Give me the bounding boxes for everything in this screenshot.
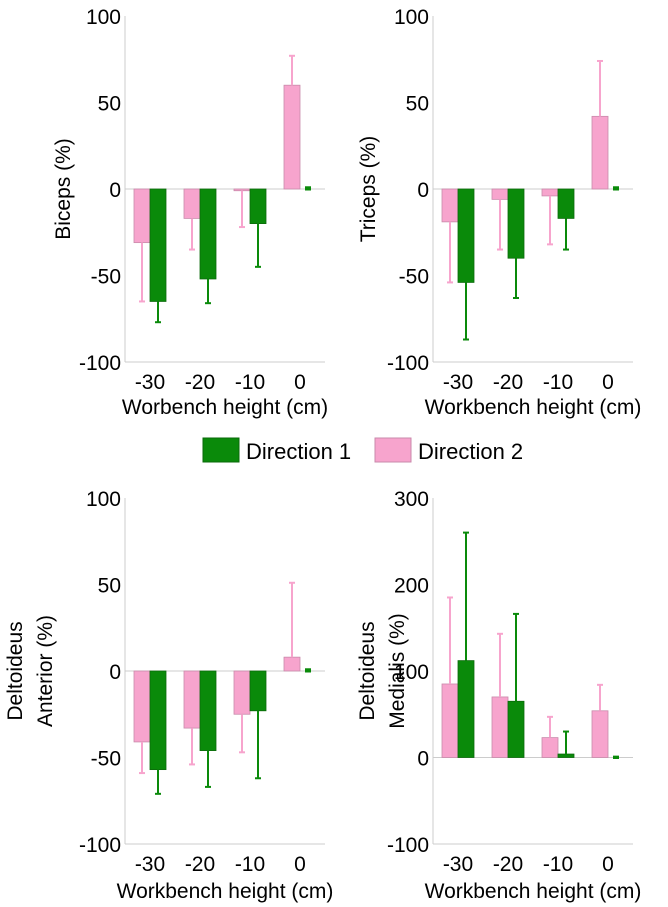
bar-direction-2--30 bbox=[133, 188, 151, 244]
x-tick-label: 0 bbox=[602, 371, 614, 394]
bar-direction-2--30 bbox=[441, 683, 459, 758]
bar-direction-1--20 bbox=[199, 670, 217, 751]
legend-swatch-direction-2 bbox=[374, 437, 412, 463]
y-tick-label: 50 bbox=[406, 93, 429, 116]
bar-direction-2--10 bbox=[233, 670, 251, 715]
y-tick-label: 0 bbox=[417, 748, 429, 771]
y-tick-label: -50 bbox=[399, 266, 429, 289]
bar-direction-2--10 bbox=[541, 737, 559, 758]
x-tick-label: -20 bbox=[185, 371, 215, 394]
y-axis-label-line-2: Medialis (%) bbox=[386, 613, 409, 729]
y-axis-label-line-2: Anterior (%) bbox=[34, 615, 57, 727]
x-tick-label: -30 bbox=[443, 371, 473, 394]
y-tick-label: 0 bbox=[109, 179, 121, 202]
y-tick-label: 100 bbox=[86, 488, 121, 511]
y-tick-label: -50 bbox=[91, 748, 121, 771]
bar-direction-2-0 bbox=[283, 656, 301, 672]
bar-direction-2--20 bbox=[183, 188, 201, 219]
x-axis-label: Workbench height (cm) bbox=[117, 880, 334, 903]
x-tick-label: 0 bbox=[294, 853, 306, 876]
x-tick-label: 0 bbox=[602, 853, 614, 876]
y-axis-label-line-1: Deltoideus bbox=[356, 621, 379, 720]
bar-direction-2--10 bbox=[233, 188, 251, 192]
x-axis-label: Workbench height (cm) bbox=[425, 396, 642, 419]
y-tick-label: 300 bbox=[394, 488, 429, 511]
bar-direction-1--10 bbox=[249, 670, 267, 712]
bar-direction-1--20 bbox=[507, 188, 525, 259]
y-tick-label: -100 bbox=[387, 834, 429, 857]
legend: Direction 1 Direction 2 bbox=[202, 437, 523, 464]
x-tick-label: -30 bbox=[135, 853, 165, 876]
bar-direction-2--20 bbox=[491, 696, 509, 758]
bar-direction-2-0 bbox=[283, 84, 301, 190]
x-axis-label: Workbench height (cm) bbox=[425, 880, 642, 903]
y-tick-label: -100 bbox=[79, 834, 121, 857]
y-tick-label: 100 bbox=[86, 6, 121, 29]
legend-label-direction-2: Direction 2 bbox=[418, 439, 523, 464]
y-tick-label: 50 bbox=[98, 575, 121, 598]
y-axis-label-line-1: Deltoideus bbox=[4, 621, 27, 720]
y-tick-label: 100 bbox=[394, 661, 429, 684]
bar-direction-1--20 bbox=[507, 700, 525, 758]
y-tick-label: 200 bbox=[394, 575, 429, 598]
x-tick-label: -30 bbox=[443, 853, 473, 876]
y-tick-label: 100 bbox=[394, 6, 429, 29]
bar-direction-2--10 bbox=[541, 188, 559, 197]
bar-direction-1--30 bbox=[149, 670, 167, 771]
bar-direction-1--10 bbox=[249, 188, 267, 224]
y-tick-label: -100 bbox=[387, 352, 429, 375]
y-tick-label: 0 bbox=[109, 661, 121, 684]
bar-direction-2--30 bbox=[133, 670, 151, 743]
x-tick-label: -10 bbox=[543, 371, 573, 394]
y-axis-label: Biceps (%) bbox=[52, 138, 75, 240]
x-axis-label: Worbench height (cm) bbox=[122, 396, 328, 419]
bar-direction-1--20 bbox=[199, 188, 217, 280]
x-tick-label: -20 bbox=[493, 371, 523, 394]
bar-direction-1--30 bbox=[457, 660, 475, 758]
legend-label-direction-1: Direction 1 bbox=[246, 439, 351, 464]
y-tick-label: -100 bbox=[79, 352, 121, 375]
x-tick-label: -10 bbox=[235, 853, 265, 876]
bar-direction-1--30 bbox=[149, 188, 167, 302]
y-tick-label: 50 bbox=[98, 93, 121, 116]
y-tick-label: 0 bbox=[417, 179, 429, 202]
bar-direction-2-0 bbox=[591, 710, 609, 758]
bar-direction-1--30 bbox=[457, 188, 475, 283]
bar-direction-2--30 bbox=[441, 188, 459, 223]
y-tick-label: -50 bbox=[91, 266, 121, 289]
x-tick-label: -10 bbox=[235, 371, 265, 394]
x-tick-label: -10 bbox=[543, 853, 573, 876]
y-axis-label: Triceps (%) bbox=[357, 136, 380, 243]
x-tick-label: -30 bbox=[135, 371, 165, 394]
x-tick-label: -20 bbox=[493, 853, 523, 876]
bar-direction-2-0 bbox=[591, 115, 609, 190]
legend-swatch-direction-1 bbox=[202, 437, 240, 463]
bar-direction-2--20 bbox=[491, 188, 509, 200]
x-tick-label: -20 bbox=[185, 853, 215, 876]
bar-direction-2--20 bbox=[183, 670, 201, 729]
bar-direction-1--10 bbox=[557, 188, 575, 219]
x-tick-label: 0 bbox=[294, 371, 306, 394]
bar-direction-1--10 bbox=[557, 753, 575, 758]
